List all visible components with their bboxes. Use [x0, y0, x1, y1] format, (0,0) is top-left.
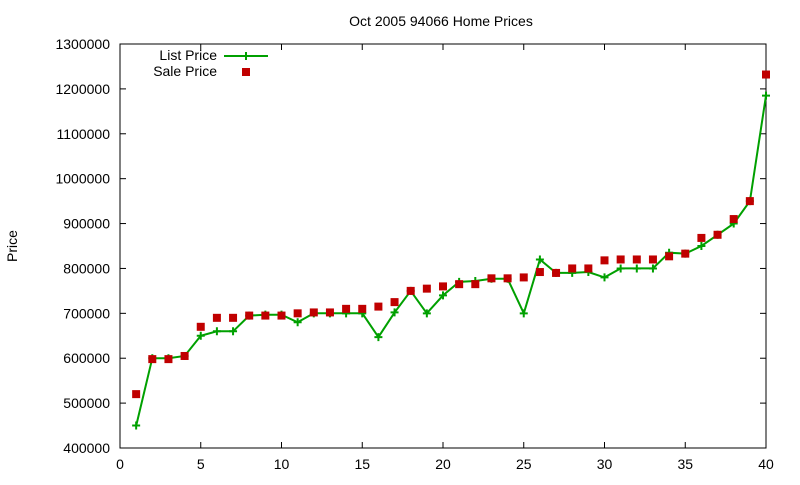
list-price-point	[229, 327, 238, 336]
sale-price-point	[164, 355, 173, 364]
x-tick-label: 20	[435, 456, 451, 472]
sale-price-point	[552, 268, 561, 277]
x-tick-label: 40	[758, 456, 774, 472]
list-price-point	[293, 318, 302, 327]
sale-price-point	[277, 311, 286, 320]
sale-price-point	[616, 255, 625, 264]
chart-title: Oct 2005 94066 Home Prices	[349, 13, 533, 29]
y-tick-label: 700000	[63, 305, 110, 321]
sale-price-point	[455, 280, 464, 289]
sale-price-point	[487, 274, 496, 283]
sale-price-point	[648, 255, 657, 264]
sale-price-point	[600, 256, 609, 265]
list-price-line	[135, 95, 767, 426]
x-tick-label: 15	[354, 456, 370, 472]
y-axis-label: Price	[4, 230, 20, 262]
sale-price-point	[180, 351, 189, 360]
list-price-point	[697, 242, 706, 250]
list-price-point	[132, 421, 141, 430]
sale-price-point	[665, 252, 674, 261]
list-price-point	[196, 331, 205, 340]
sale-price-point	[745, 197, 754, 206]
legend-marker-list-price	[242, 52, 250, 60]
sale-price-point	[374, 302, 383, 311]
sale-price-point	[293, 309, 302, 318]
list-price-series	[132, 91, 770, 430]
sale-price-point	[358, 304, 367, 313]
sale-price-point	[261, 311, 270, 320]
list-price-point	[390, 308, 399, 317]
list-price-point	[439, 291, 447, 300]
sale-price-point	[309, 308, 318, 317]
x-tick-label: 25	[516, 456, 532, 472]
list-price-point	[648, 264, 657, 273]
list-price-point	[616, 264, 625, 273]
sale-price-point	[212, 313, 221, 322]
sale-price-point	[245, 311, 254, 320]
x-tick-label: 0	[116, 456, 124, 472]
list-price-point	[535, 255, 544, 264]
sale-price-point	[535, 268, 544, 277]
plot-frame	[119, 43, 767, 449]
list-price-point	[762, 91, 770, 100]
sale-price-point	[519, 273, 528, 282]
sale-price-point	[568, 264, 577, 273]
sale-price-point	[713, 230, 722, 239]
x-tick-label: 30	[597, 456, 613, 472]
x-tick-label: 10	[274, 456, 290, 472]
list-price-point	[600, 273, 609, 282]
y-tick-label: 1200000	[55, 81, 110, 97]
sale-price-series	[132, 70, 770, 399]
list-price-point	[374, 333, 383, 342]
sale-price-point	[681, 249, 690, 258]
sale-price-point	[325, 308, 334, 317]
sale-price-point	[422, 284, 431, 293]
y-tick-label: 600000	[63, 350, 110, 366]
sale-price-point	[503, 274, 512, 283]
list-price-point	[422, 309, 431, 318]
y-tick-label: 900000	[63, 216, 110, 232]
sale-price-point	[390, 298, 399, 307]
axis-ticks: 0 5 10 15 20 25 30 35 40 400000 500000 600000 700000…	[55, 36, 774, 472]
y-tick-label: 800000	[63, 260, 110, 276]
x-tick-label: 5	[197, 456, 205, 472]
sale-price-point	[729, 215, 738, 224]
sale-price-point	[342, 304, 351, 313]
x-tick-label: 35	[677, 456, 693, 472]
sale-price-point	[406, 286, 415, 295]
sale-price-point	[762, 70, 770, 79]
sale-price-point	[229, 313, 238, 322]
list-price-point	[632, 264, 641, 273]
legend-label-list-price: List Price	[159, 47, 217, 63]
sale-price-point	[148, 355, 157, 364]
legend-marker-sale-price	[242, 68, 250, 76]
list-price-point	[519, 309, 528, 318]
sale-price-point	[196, 322, 205, 331]
legend-label-sale-price: Sale Price	[153, 63, 217, 79]
y-tick-label: 500000	[63, 395, 110, 411]
sale-price-point	[132, 390, 141, 399]
sale-price-point	[584, 264, 593, 273]
sale-price-point	[697, 233, 706, 242]
sale-price-point	[632, 255, 641, 264]
y-tick-label: 1000000	[55, 171, 110, 187]
y-tick-label: 1300000	[55, 36, 110, 52]
y-tick-label: 1100000	[57, 126, 111, 142]
sale-price-point	[471, 280, 480, 289]
list-price-point	[212, 327, 221, 336]
y-tick-label: 400000	[63, 440, 110, 456]
sale-price-point	[439, 282, 447, 291]
